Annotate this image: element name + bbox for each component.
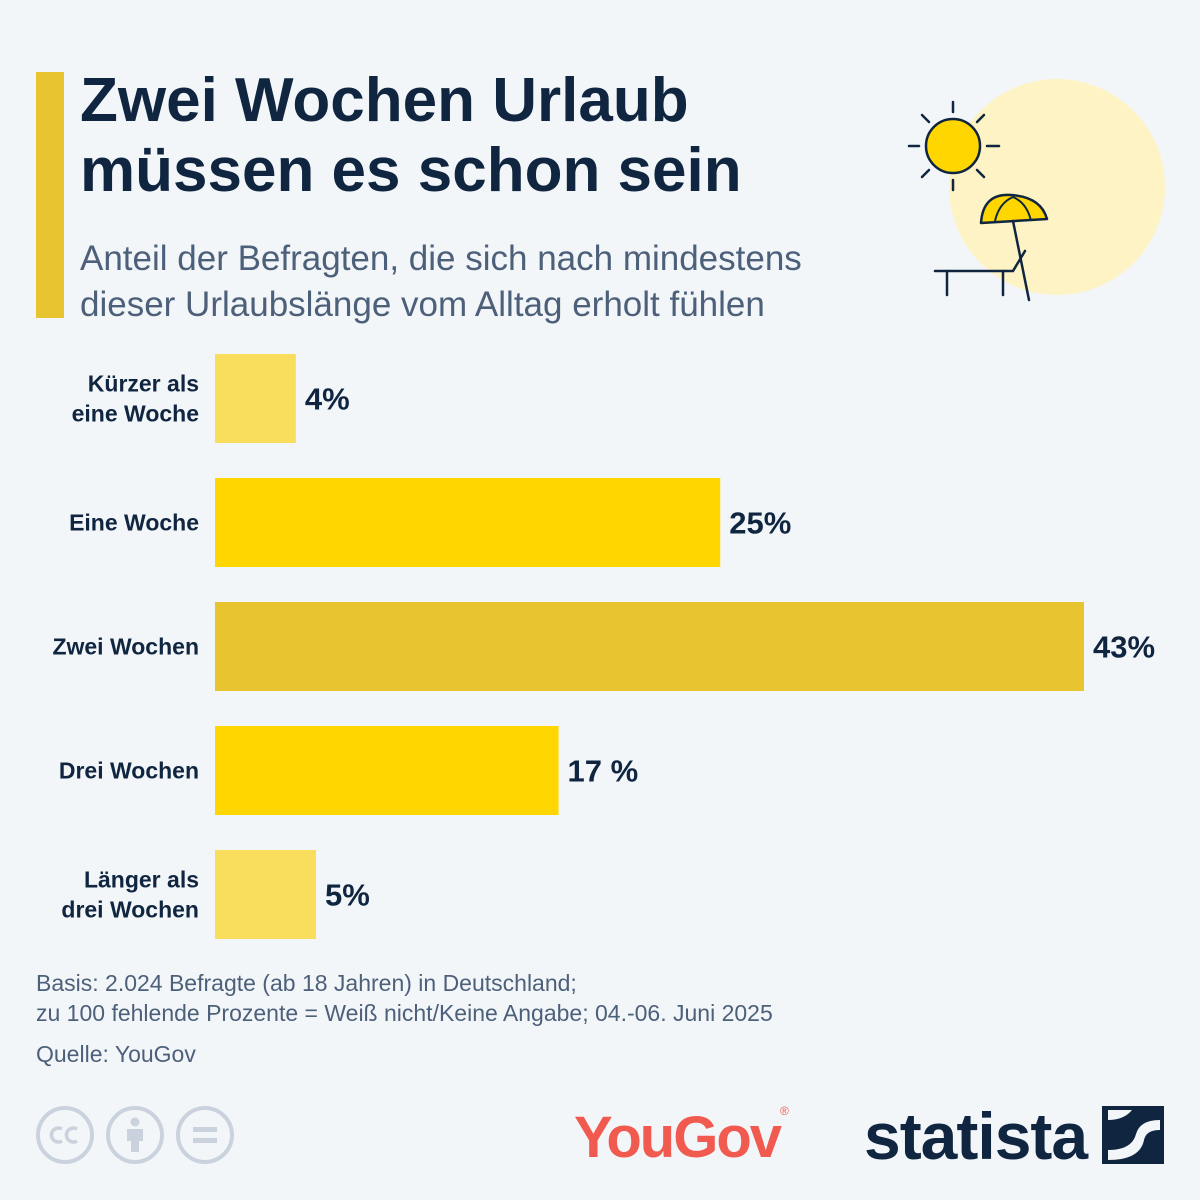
- deck-chair-icon: [933, 249, 1027, 297]
- chart-title: Zwei Wochen Urlaub müssen es schon sein: [80, 66, 880, 206]
- category-label-1-0: Eine Woche: [69, 510, 199, 536]
- category-label-4-0: Länger als: [84, 867, 199, 893]
- footnote-line-2: zu 100 fehlende Prozente = Weiß nicht/Ke…: [36, 1000, 773, 1026]
- value-label-4: 5%: [325, 878, 370, 913]
- bar-chart: 4% Kürzer als eine Woche 25% Eine Woche 43% Zw…: [52, 354, 1155, 939]
- no-derivatives-icon[interactable]: [176, 1106, 234, 1164]
- statista-logo[interactable]: statista: [864, 1099, 1088, 1173]
- source-note: Quelle: YouGov: [36, 1041, 196, 1067]
- cc-icon[interactable]: [36, 1106, 94, 1164]
- attribution-icon[interactable]: [106, 1106, 164, 1164]
- chart-subtitle: Anteil der Befragten, die sich nach mind…: [80, 236, 940, 328]
- value-label-2: 43%: [1093, 630, 1155, 665]
- category-label-0-1: eine Woche: [72, 401, 199, 427]
- footnote-line-1: Basis: 2.024 Befragte (ab 18 Jahren) in …: [36, 970, 577, 996]
- title-line-1: Zwei Wochen Urlaub: [80, 66, 689, 135]
- category-label-4-1: drei Wochen: [61, 897, 199, 923]
- value-label-1: 25%: [729, 506, 791, 541]
- bar-1: [215, 478, 721, 567]
- yougov-logo-text: YouGov: [574, 1105, 782, 1170]
- bar-4: [215, 850, 317, 939]
- statista-logo-mark[interactable]: [1102, 1106, 1164, 1164]
- pale-sun-disc: [949, 79, 1165, 295]
- yougov-logo[interactable]: YouGov®: [574, 1104, 789, 1171]
- bar-3: [215, 726, 559, 815]
- licence-icons: [36, 1106, 246, 1166]
- title-accent-bar: [36, 72, 64, 318]
- value-label-3: 17 %: [568, 754, 639, 789]
- category-label-0-0: Kürzer als: [88, 371, 199, 397]
- sun-icon: [907, 100, 1001, 192]
- bar-2: [215, 602, 1084, 691]
- bar-0: [215, 354, 296, 443]
- beach-umbrella-icon: [979, 193, 1049, 302]
- footnote: Basis: 2.024 Befragte (ab 18 Jahren) in …: [36, 968, 1036, 1028]
- subtitle-line-2: dieser Urlaubslänge vom Alltag erholt fü…: [80, 285, 765, 324]
- category-label-2-0: Zwei Wochen: [52, 634, 199, 660]
- title-line-2: müssen es schon sein: [80, 136, 742, 205]
- subtitle-line-1: Anteil der Befragten, die sich nach mind…: [80, 239, 802, 278]
- registered-mark: ®: [780, 1104, 789, 1118]
- beach-illustration: [907, 79, 1165, 302]
- category-label-3-0: Drei Wochen: [59, 758, 199, 784]
- value-label-0: 4%: [305, 382, 350, 417]
